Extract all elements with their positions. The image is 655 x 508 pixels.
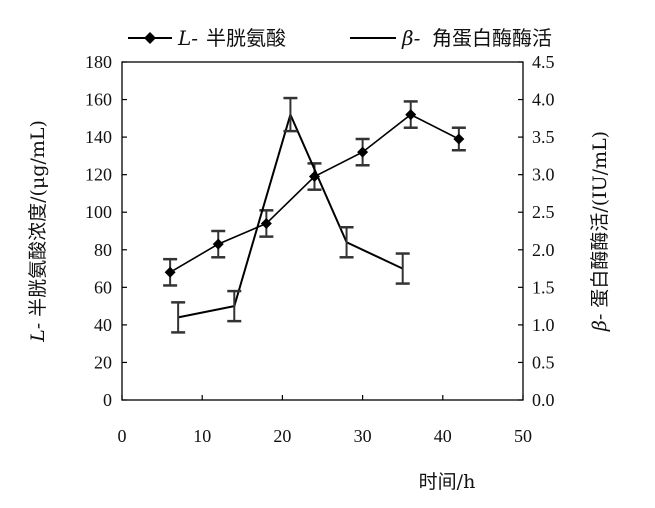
data-point-diamond [260, 217, 272, 229]
y-axis-left-prefix: L- [27, 323, 49, 343]
y-left-tick-label: 100 [85, 202, 112, 222]
y-axis-left-text: 半胱氨酸浓度/(μg/mL) [27, 120, 49, 317]
y-right-tick-label: 2.0 [532, 240, 555, 260]
y-left-tick-label: 140 [85, 127, 112, 147]
y-axis-right-prefix: β- [589, 314, 611, 332]
y-right-tick-label: 4.0 [532, 90, 555, 110]
x-axis: 0 10 20 30 40 50 [118, 395, 532, 446]
y-axis-right-title: β- 蛋白酶酶活/(IU/mL) [589, 131, 611, 332]
y-left-tick-label: 40 [94, 315, 112, 335]
series-cysteine [163, 100, 466, 287]
legend-label-cysteine: 半胱氨酸 [206, 26, 286, 50]
series-layer [163, 96, 466, 334]
legend: L- 半胱氨酸 β- 角蛋白酶酶活 [128, 26, 552, 50]
data-point-diamond [212, 238, 224, 250]
y-right-tick-label: 3.5 [532, 127, 555, 147]
y-axis-left: 0 20 40 60 80 100 120 140 160 180 [85, 52, 127, 410]
y-left-tick-label: 20 [94, 352, 112, 372]
y-left-tick-label: 80 [94, 240, 112, 260]
series-line [177, 111, 404, 319]
y-right-tick-label: 0.0 [532, 390, 555, 410]
y-left-tick-label: 0 [103, 390, 112, 410]
y-right-tick-label: 0.5 [532, 352, 555, 372]
x-tick-label: 40 [434, 426, 452, 446]
y-right-tick-label: 2.5 [532, 202, 555, 222]
y-left-tick-label: 120 [85, 165, 112, 185]
y-axis-right-text: 蛋白酶酶活/(IU/mL) [589, 131, 611, 308]
legend-prefix-enzyme: β- [401, 26, 421, 50]
y-left-tick-label: 160 [85, 90, 112, 110]
y-axis-right: 0.0 0.5 1.0 1.5 2.0 2.5 3.0 3.5 4.0 4.5 [518, 52, 555, 410]
data-point-diamond [405, 109, 417, 121]
legend-prefix-cysteine: L- [177, 26, 198, 50]
series-line [169, 113, 460, 273]
y-right-tick-label: 4.5 [532, 52, 555, 72]
data-point-diamond [357, 146, 369, 158]
x-tick-label: 0 [118, 426, 127, 446]
y-right-tick-label: 1.0 [532, 315, 555, 335]
x-tick-label: 20 [273, 426, 291, 446]
plot-frame [121, 61, 524, 401]
data-point-diamond [453, 133, 465, 145]
legend-label-enzyme: 角蛋白酶酶活 [432, 26, 552, 50]
y-axis-left-title: L- 半胱氨酸浓度/(μg/mL) [27, 120, 49, 343]
x-tick-label: 50 [514, 426, 532, 446]
y-left-tick-label: 180 [85, 52, 112, 72]
y-right-tick-label: 3.0 [532, 165, 555, 185]
y-right-tick-label: 1.5 [532, 277, 555, 297]
y-left-tick-label: 60 [94, 277, 112, 297]
series-enzyme-activity [171, 96, 410, 334]
legend-diamond-marker [144, 32, 156, 44]
x-tick-label: 30 [354, 426, 372, 446]
x-axis-title: 时间/h [419, 471, 476, 493]
x-tick-label: 10 [193, 426, 211, 446]
data-point-diamond [164, 266, 176, 278]
